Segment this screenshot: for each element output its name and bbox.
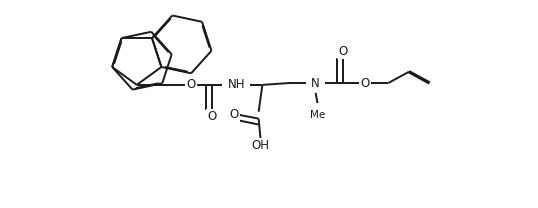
Text: NH: NH xyxy=(228,78,245,91)
Text: N: N xyxy=(312,77,320,89)
Text: O: O xyxy=(207,110,216,123)
Text: Me: Me xyxy=(310,110,325,120)
Text: O: O xyxy=(187,78,196,91)
Text: OH: OH xyxy=(251,139,270,152)
Text: O: O xyxy=(230,108,239,121)
Text: O: O xyxy=(338,45,347,58)
Text: O: O xyxy=(360,77,370,89)
